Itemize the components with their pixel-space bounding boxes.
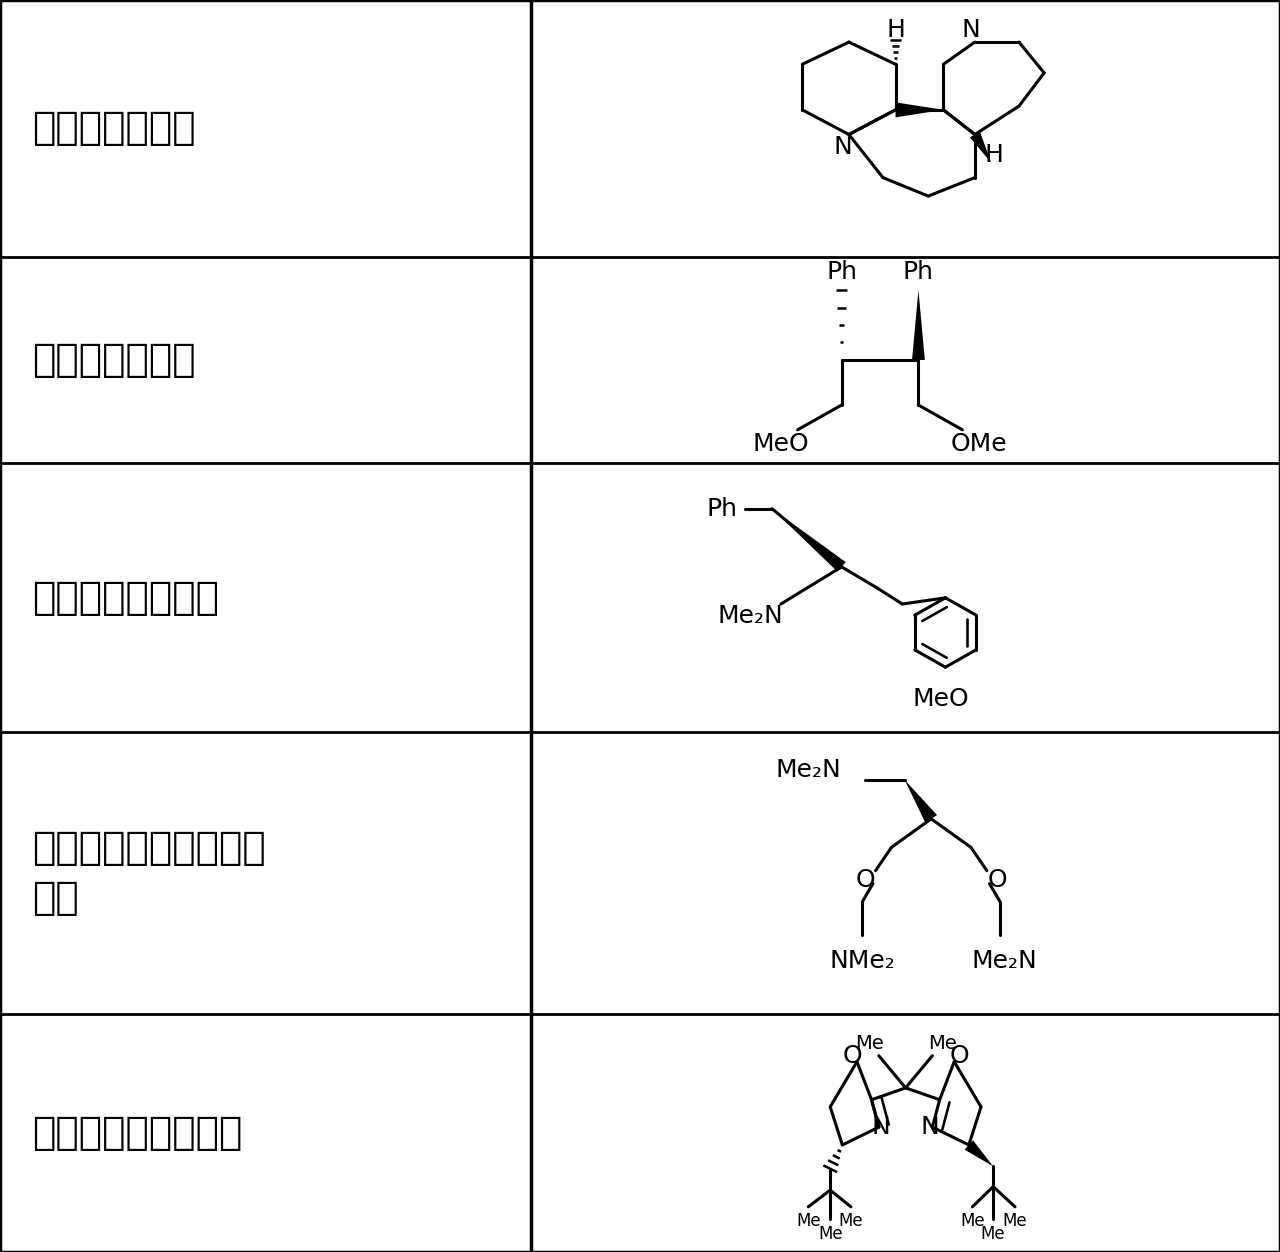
Text: O: O <box>855 868 874 891</box>
Text: H: H <box>886 18 905 41</box>
Text: H: H <box>984 144 1004 168</box>
Text: Me₂N: Me₂N <box>718 605 783 629</box>
Polygon shape <box>965 1141 993 1167</box>
Text: O: O <box>988 868 1007 891</box>
Text: O: O <box>842 1044 861 1068</box>
Text: Me: Me <box>855 1034 883 1053</box>
Text: Me: Me <box>818 1226 842 1243</box>
Text: Me: Me <box>980 1226 1006 1243</box>
Text: Ph: Ph <box>902 260 934 284</box>
Polygon shape <box>772 508 846 572</box>
Text: Me₂N: Me₂N <box>776 757 841 781</box>
Text: 多点结合手性氨基醚的
实例: 多点结合手性氨基醚的 实例 <box>32 829 266 918</box>
Text: Me: Me <box>796 1212 820 1229</box>
Text: Me: Me <box>928 1034 956 1053</box>
Text: Ph: Ph <box>707 497 737 521</box>
Polygon shape <box>913 290 925 361</box>
Text: N: N <box>961 18 980 41</box>
Text: O: O <box>950 1044 969 1068</box>
Text: Me: Me <box>838 1212 863 1229</box>
Text: N: N <box>920 1116 940 1139</box>
Text: MeO: MeO <box>753 432 809 456</box>
Polygon shape <box>970 131 991 163</box>
Polygon shape <box>905 780 937 823</box>
Text: N: N <box>872 1116 891 1139</box>
Text: 双噌唢啊配体的实例: 双噌唢啊配体的实例 <box>32 1114 242 1152</box>
Text: Me: Me <box>960 1212 984 1229</box>
Text: 手性二胺的实例: 手性二胺的实例 <box>32 109 196 148</box>
Text: NMe₂: NMe₂ <box>829 949 895 973</box>
Text: 手性二醚的实例: 手性二醚的实例 <box>32 341 196 379</box>
Text: OMe: OMe <box>951 432 1007 456</box>
Polygon shape <box>896 103 943 118</box>
Text: N: N <box>833 135 852 159</box>
Text: 手性氨基醚的实例: 手性氨基醚的实例 <box>32 578 219 617</box>
Text: Me₂N: Me₂N <box>972 949 1037 973</box>
Text: Me: Me <box>1002 1212 1028 1229</box>
Text: MeO: MeO <box>913 687 969 711</box>
Text: Ph: Ph <box>826 260 858 284</box>
